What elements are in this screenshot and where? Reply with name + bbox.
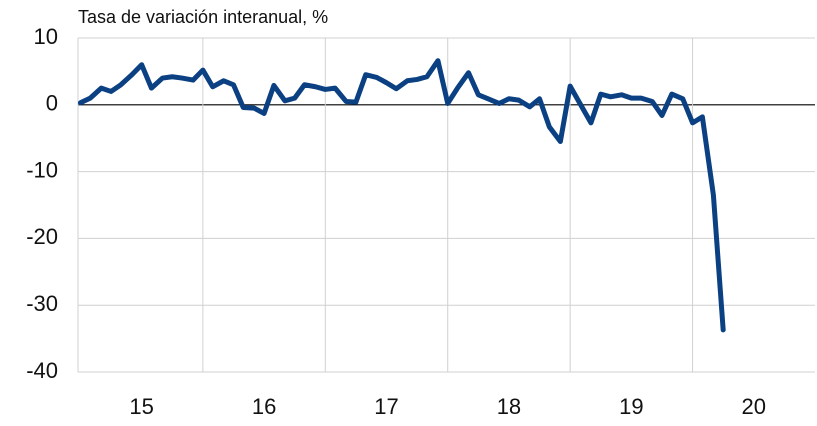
y-tick-label: 0	[46, 91, 58, 116]
y-tick-label: -20	[26, 224, 58, 249]
x-tick-label: 15	[129, 394, 153, 419]
y-tick-label: -40	[26, 358, 58, 383]
y-tick-label: -10	[26, 157, 58, 182]
x-tick-label: 19	[619, 394, 643, 419]
line-series	[77, 58, 726, 333]
x-tick-label: 17	[374, 394, 398, 419]
x-tick-label: 20	[742, 394, 766, 419]
y-tick-label: -30	[26, 291, 58, 316]
y-tick-label: 10	[34, 24, 58, 49]
x-tick-label: 18	[497, 394, 521, 419]
x-tick-label: 16	[252, 394, 276, 419]
chart-title: Tasa de variación interanual, %	[78, 7, 328, 27]
